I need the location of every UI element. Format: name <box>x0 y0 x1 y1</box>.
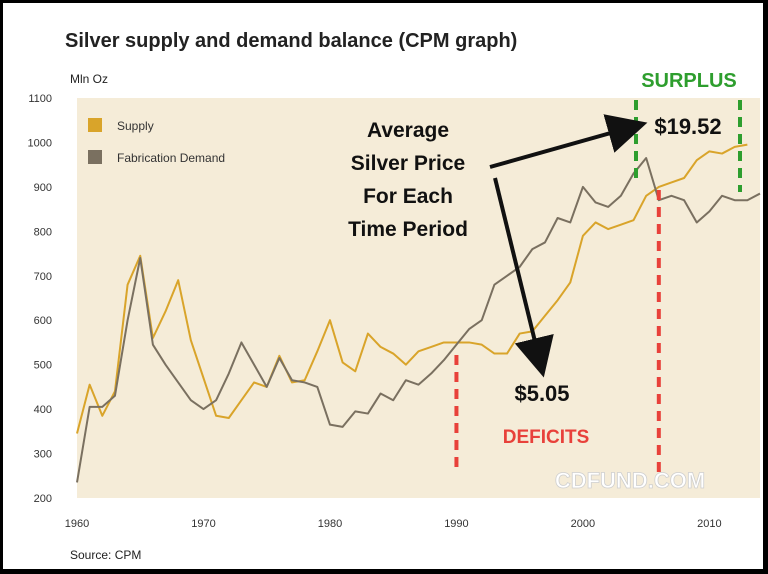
y-tick-label: 500 <box>34 360 52 372</box>
y-tick-label: 900 <box>34 182 52 194</box>
annotation-texts: Average Silver Price For Each Time Period SU… <box>348 70 737 448</box>
y-tick-label: 200 <box>34 493 52 505</box>
y-tick-label: 300 <box>34 449 52 461</box>
y-tick-label: 600 <box>34 315 52 327</box>
x-axis: 1960 1970 1980 1990 2000 2010 <box>65 518 722 530</box>
x-tick-label: 1980 <box>318 518 342 530</box>
x-tick-label: 1970 <box>191 518 215 530</box>
legend-label-fabrication-demand: Fabrication Demand <box>117 151 225 165</box>
annotation-surplus: SURPLUS <box>641 70 737 92</box>
legend-swatch-fabrication-demand <box>88 150 102 164</box>
y-tick-label: 700 <box>34 271 52 283</box>
y-tick-label: 1000 <box>28 137 52 149</box>
annotation-deficits: DEFICITS <box>503 427 590 448</box>
chart-title: Silver supply and demand balance (CPM gr… <box>65 30 518 52</box>
plot-area <box>77 98 760 498</box>
legend-swatch-supply <box>88 118 102 132</box>
arrow-to-surplus-price <box>489 114 648 169</box>
y-tick-label: 800 <box>34 226 52 238</box>
source-note: Source: CPM <box>70 548 142 562</box>
y-axis-unit-label: Mln Oz <box>70 72 109 86</box>
annotation-average-price-line: For Each <box>363 185 453 208</box>
y-tick-label: 400 <box>34 404 52 416</box>
annotation-price-deficit: $5.05 <box>514 381 569 406</box>
legend-label-supply: Supply <box>117 119 154 133</box>
annotation-price-surplus: $19.52 <box>654 114 721 139</box>
x-tick-label: 1960 <box>65 518 89 530</box>
legend: Supply Fabrication Demand <box>88 118 225 165</box>
arrow-to-deficit-price <box>493 177 554 378</box>
x-tick-label: 2000 <box>571 518 595 530</box>
y-tick-label: 1100 <box>28 93 52 105</box>
annotation-markers <box>454 100 742 478</box>
annotation-average-price-line: Silver Price <box>351 152 465 175</box>
series-line-supply <box>76 143 748 434</box>
annotation-average-price-line: Average <box>367 119 449 142</box>
x-tick-label: 2010 <box>697 518 721 530</box>
y-axis: 200 300 400 500 600 700 800 900 1000 1100 <box>28 93 52 505</box>
series-line-fabrication-demand <box>76 157 761 483</box>
annotation-average-price-line: Time Period <box>348 218 468 241</box>
watermark: CDFUND.COM <box>555 468 705 493</box>
x-tick-label: 1990 <box>444 518 468 530</box>
